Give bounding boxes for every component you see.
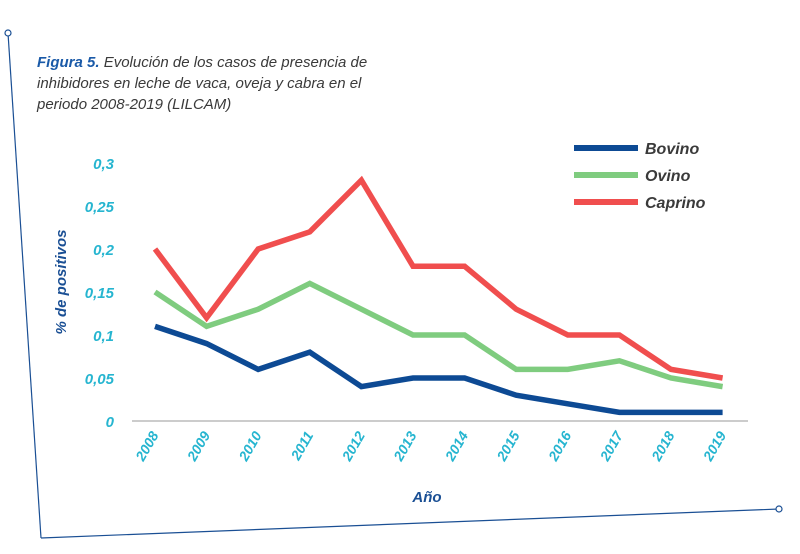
x-tick-label: 2018 [648,428,678,464]
figure-label: Figura 5. [37,54,100,71]
x-tick-label: 2008 [132,428,162,464]
y-axis-label: % de positivos [53,229,70,334]
frame-left-line [7,32,42,539]
legend-label: Caprino [645,195,706,212]
x-axis-label: Año [411,489,441,506]
y-tick-label: 0,2 [93,242,115,259]
x-tick-labels: 2008 2009 2010 2011 2012 2013 2014 2015 2016 2017… [132,427,730,464]
legend: Bovino Ovino Caprino [574,141,706,212]
x-tick-label: 2009 [183,428,213,464]
x-tick-label: 2013 [390,428,420,464]
frame-top-node-icon [4,29,12,37]
x-tick-label: 2016 [544,428,574,464]
x-tick-label: 2010 [235,428,265,464]
series-line-caprino [152,175,724,381]
figure-caption: Figura 5. Evolución de los casos de pres… [37,52,397,115]
figure-caption-text: Evolución de los casos de presencia de i… [37,54,368,113]
x-tick-label: 2015 [493,428,523,464]
x-tick-label: 2014 [441,428,471,464]
x-tick-label: 2019 [699,428,729,464]
series-line-ovino [153,280,724,390]
y-tick-label: 0 [106,414,115,431]
legend-label: Bovino [645,141,699,158]
series-line-bovino [154,323,723,416]
legend-label: Ovino [645,168,691,185]
y-tick-labels: 0 0,05 0,1 0,15 0,2 0,25 0,3 [85,156,115,431]
y-tick-label: 0,3 [93,156,115,173]
y-tick-label: 0,1 [93,328,114,345]
x-tick-label: 2011 [287,428,317,463]
frame-bottom-line [40,508,780,539]
series-lines [152,175,724,416]
x-tick-label: 2017 [596,427,627,464]
y-tick-label: 0,25 [85,199,115,216]
y-tick-label: 0,15 [85,285,115,302]
frame-right-node-icon [775,505,783,513]
y-tick-label: 0,05 [85,371,115,388]
x-tick-label: 2012 [338,428,368,464]
